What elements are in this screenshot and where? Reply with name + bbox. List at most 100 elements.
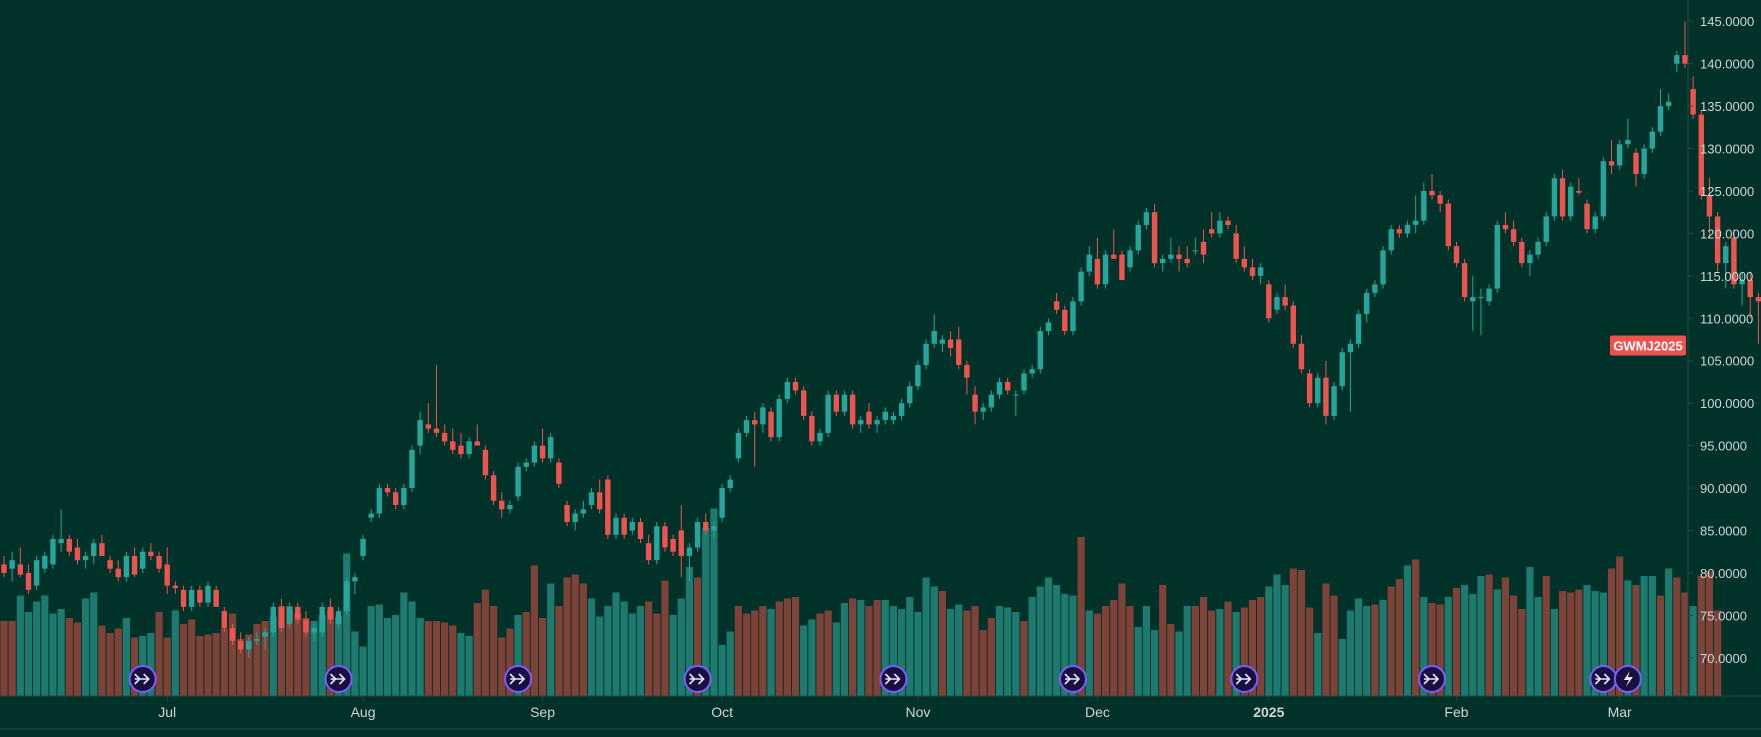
volume-bar	[441, 622, 449, 696]
candle-body	[711, 526, 717, 531]
volume-bar	[188, 619, 196, 696]
candle	[752, 411, 758, 467]
candle-body	[1070, 301, 1076, 332]
candle-body	[1527, 254, 1533, 264]
candle-body	[694, 522, 701, 548]
volume-bar	[1485, 574, 1493, 696]
event-marker-icon[interactable]	[504, 665, 533, 693]
volume-bar	[1363, 606, 1371, 696]
volume-bar	[367, 606, 375, 696]
candle	[466, 437, 472, 459]
volume-bar	[147, 633, 155, 696]
candle-body	[156, 555, 162, 569]
symbol-label-background	[1610, 335, 1686, 356]
volume-bar	[179, 624, 188, 696]
candle	[662, 522, 668, 552]
candle	[1184, 246, 1190, 268]
candle-body	[466, 441, 472, 455]
event-marker-icon[interactable]	[1418, 665, 1446, 693]
volume-bar	[653, 613, 661, 696]
candle-body	[99, 543, 105, 556]
time-tick-label: Feb	[1444, 704, 1468, 720]
event-marker-icon[interactable]	[128, 665, 157, 693]
candle	[1478, 288, 1484, 336]
event-marker-icon[interactable]	[324, 665, 353, 693]
volume-bar	[1469, 594, 1477, 696]
candle-body	[1192, 250, 1199, 252]
candle	[1396, 224, 1403, 238]
candle	[1731, 229, 1737, 289]
candle	[1160, 254, 1166, 272]
candle-body	[1633, 152, 1639, 174]
candle-body	[1217, 220, 1223, 234]
candle	[425, 403, 432, 433]
volume-bar	[1477, 576, 1485, 696]
candle-body	[1714, 216, 1721, 264]
candle-body	[123, 555, 130, 578]
volume-bar	[587, 598, 596, 696]
arrow-right-icon	[1423, 673, 1440, 685]
candle-body	[1266, 284, 1272, 319]
volume-bar	[1314, 633, 1322, 696]
candle-body	[1421, 190, 1427, 221]
event-marker-icon[interactable]	[1589, 665, 1618, 693]
candle	[50, 534, 56, 569]
volume-bar	[1640, 576, 1648, 696]
candle-body	[1168, 254, 1174, 259]
candle	[1551, 174, 1558, 221]
candle	[270, 602, 276, 637]
candle	[1078, 267, 1084, 306]
candle-body	[760, 407, 766, 425]
volume-bar	[889, 606, 898, 696]
arrow-right-icon	[1064, 673, 1081, 685]
volume-bar	[57, 609, 65, 696]
candle	[205, 581, 211, 607]
volume-bar	[1110, 600, 1118, 696]
candle-body	[931, 331, 937, 344]
candle	[1013, 390, 1019, 416]
candle-body	[972, 394, 978, 412]
candle-body	[1029, 369, 1035, 374]
candle-body	[1176, 254, 1182, 259]
candle	[433, 364, 440, 438]
candle	[1200, 229, 1207, 264]
event-marker-icon[interactable]	[879, 665, 908, 693]
candle	[1094, 237, 1101, 289]
volume-bar	[645, 601, 653, 696]
candle	[809, 411, 815, 446]
candle	[1665, 93, 1672, 111]
candle	[1266, 280, 1272, 323]
volume-bar	[1689, 606, 1697, 696]
event-marker-icon[interactable]	[1058, 665, 1087, 693]
volume-bar	[661, 580, 669, 696]
event-marker-icon[interactable]	[1230, 665, 1259, 693]
candle-body	[1086, 254, 1092, 272]
candle-body	[335, 611, 342, 624]
candle-body	[1127, 250, 1133, 268]
candle	[123, 551, 130, 582]
candle-body	[858, 420, 864, 425]
event-marker-icon[interactable]	[683, 665, 712, 693]
volume-bar	[1159, 585, 1167, 696]
candle-body	[1445, 203, 1452, 247]
volume-bar	[82, 598, 90, 696]
volume-bar	[979, 630, 987, 696]
volume-bar	[163, 637, 171, 696]
candle	[1559, 169, 1566, 221]
volume-bar	[555, 606, 563, 696]
candle-body	[1641, 148, 1647, 174]
candle-body	[898, 403, 905, 416]
volume-bar	[987, 618, 995, 696]
candle-body	[344, 581, 350, 612]
volume-bar	[457, 633, 465, 696]
lightning-marker-icon[interactable]	[1613, 665, 1642, 693]
candle	[1053, 292, 1060, 315]
candle	[1600, 157, 1607, 221]
candle	[58, 509, 64, 552]
candle-body	[140, 551, 146, 569]
candle-body	[1013, 394, 1019, 396]
candle	[825, 390, 831, 438]
candle-body	[433, 428, 440, 433]
candle-body	[735, 432, 742, 459]
